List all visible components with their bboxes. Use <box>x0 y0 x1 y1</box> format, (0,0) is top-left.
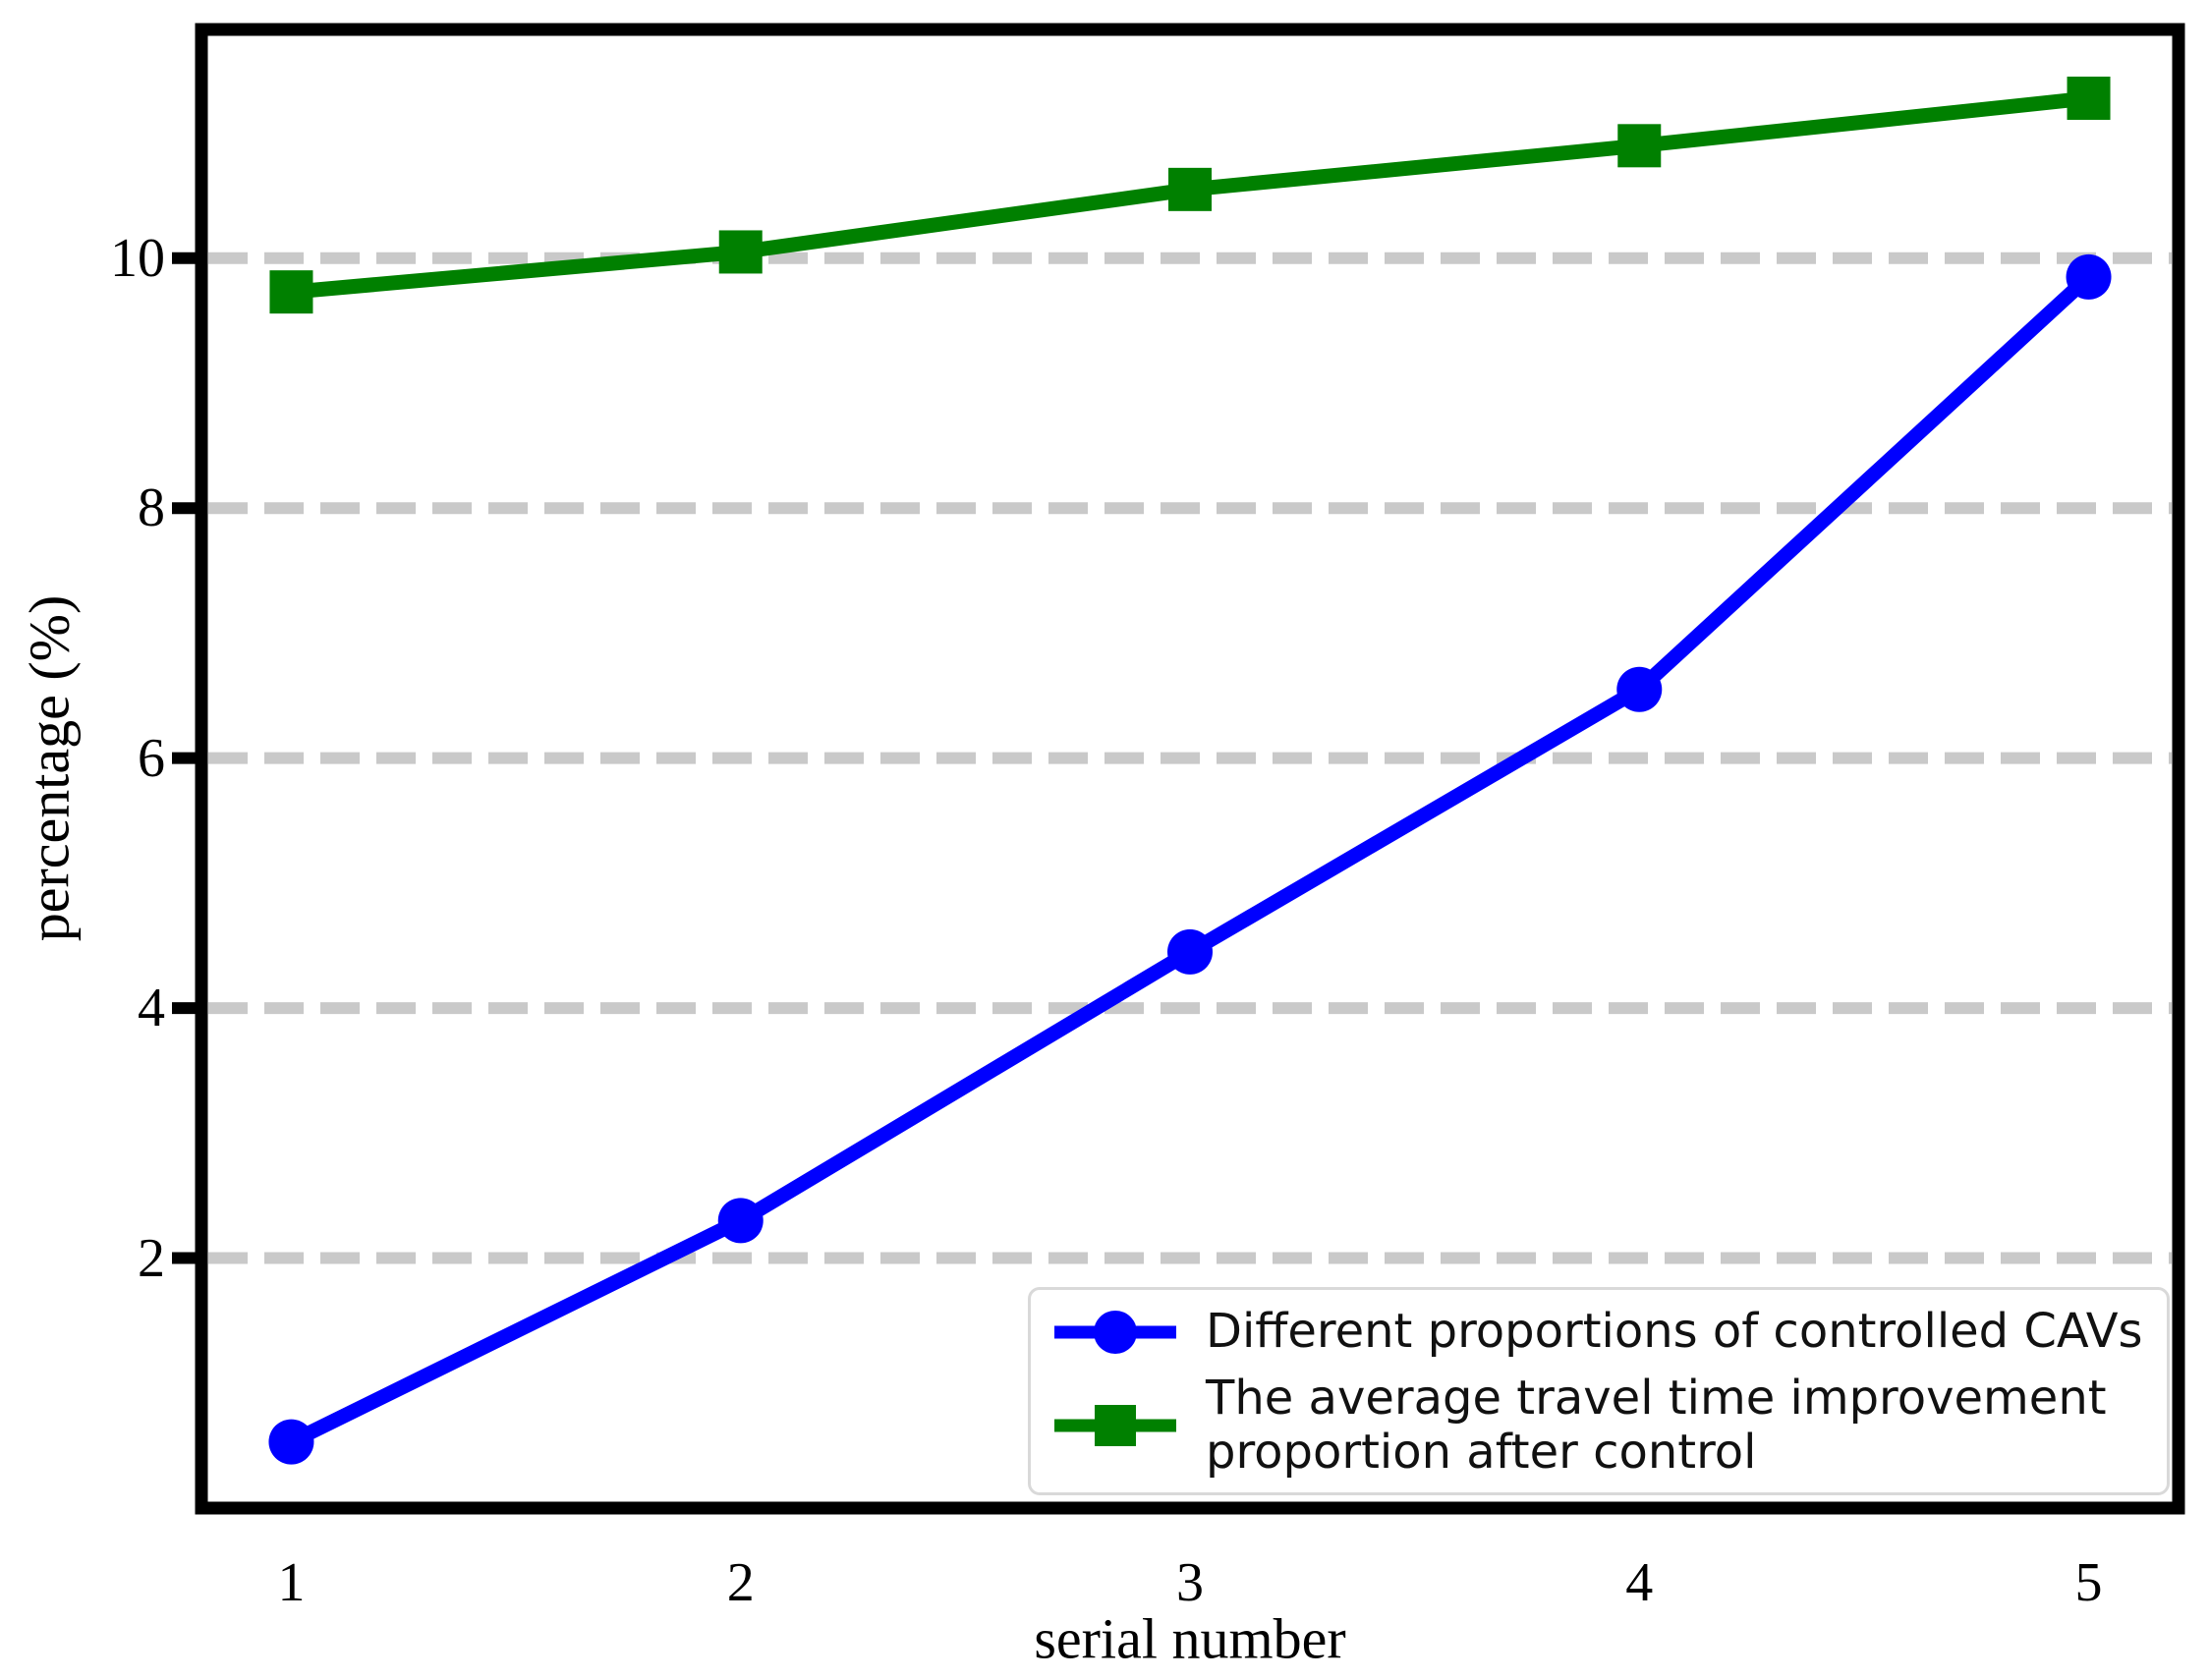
x-tick-label-3: 3 <box>1176 1552 1204 1613</box>
x-tick-label-2: 2 <box>726 1552 755 1613</box>
y-tick-label-10: 10 <box>110 227 165 289</box>
x-axis-label: serial number <box>1034 1606 1346 1671</box>
y-tick-label-2: 2 <box>138 1227 165 1289</box>
legend: Different proportions of controlled CAVs… <box>1028 1287 2170 1495</box>
x-tick-label-1: 1 <box>277 1552 306 1613</box>
data-point-series0-x5 <box>2066 253 2112 300</box>
data-point-series0-x4 <box>1616 666 1663 712</box>
data-point-series0-x2 <box>717 1198 764 1244</box>
x-tick-label-4: 4 <box>1625 1552 1654 1613</box>
legend-entry-travel-time-improvement: The average travel time improvement prop… <box>1050 1370 2147 1480</box>
y-axis-label: percentage (%) <box>17 594 82 942</box>
y-tick-label-6: 6 <box>138 727 165 789</box>
legend-entry-cav-proportion: Different proportions of controlled CAVs <box>1050 1303 2147 1362</box>
data-point-series1-x2 <box>718 230 763 274</box>
x-tick-label-5: 5 <box>2074 1552 2103 1613</box>
legend-label: Different proportions of controlled CAVs <box>1206 1304 2143 1360</box>
y-tick-label-4: 4 <box>138 978 165 1039</box>
data-point-series1-x3 <box>1168 167 1212 211</box>
data-point-series1-x1 <box>269 270 313 314</box>
blue-line-circle-marker-icon <box>1054 1310 1176 1354</box>
green-line-square-marker-icon <box>1054 1405 1176 1446</box>
plot-frame <box>195 23 2185 1515</box>
data-point-series1-x4 <box>1617 124 1662 168</box>
legend-label: The average travel time improvement prop… <box>1206 1370 2107 1480</box>
series-line-0 <box>283 269 2097 1450</box>
data-point-series0-x3 <box>1167 928 1213 975</box>
y-tick-label-8: 8 <box>138 477 165 539</box>
data-point-series0-x1 <box>268 1419 314 1465</box>
data-point-series1-x5 <box>2067 76 2111 120</box>
